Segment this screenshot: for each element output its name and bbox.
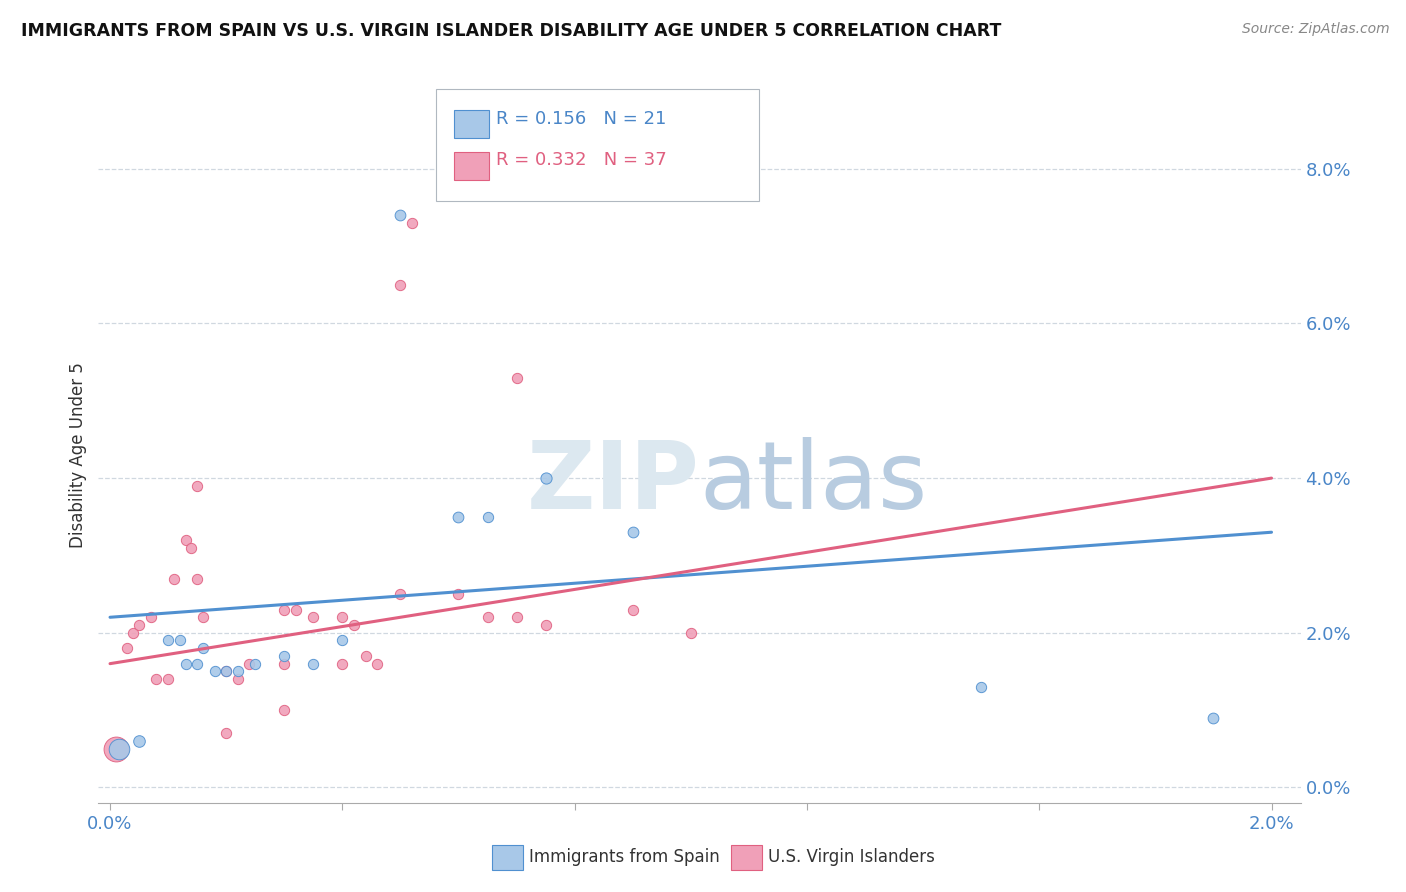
Point (354, 648, 377, 663)
Point (273, 648, 295, 663)
Text: R = 0.156   N = 21: R = 0.156 N = 21 (496, 110, 666, 128)
Point (621, 602, 644, 616)
Point (107, 741, 129, 756)
Text: Source: ZipAtlas.com: Source: ZipAtlas.com (1241, 22, 1389, 37)
Point (128, 734, 150, 748)
Point (215, 665, 238, 679)
Point (477, 509, 499, 524)
Point (477, 610, 499, 624)
Point (174, 657, 197, 671)
Point (343, 618, 366, 632)
Text: Immigrants from Spain: Immigrants from Spain (529, 848, 720, 866)
Point (204, 665, 226, 679)
Text: R = 0.332   N = 37: R = 0.332 N = 37 (496, 151, 666, 169)
Point (1202, 711, 1225, 725)
Point (505, 610, 527, 624)
Point (157, 633, 180, 648)
Text: U.S. Virgin Islanders: U.S. Virgin Islanders (768, 848, 935, 866)
Point (505, 370, 527, 384)
Point (389, 277, 412, 292)
Text: IMMIGRANTS FROM SPAIN VS U.S. VIRGIN ISLANDER DISABILITY AGE UNDER 5 CORRELATION: IMMIGRANTS FROM SPAIN VS U.S. VIRGIN ISL… (21, 22, 1001, 40)
Point (238, 657, 260, 671)
Point (284, 602, 307, 616)
Point (401, 216, 423, 230)
Point (679, 625, 702, 640)
Point (139, 610, 162, 624)
Point (447, 587, 470, 601)
Point (128, 618, 150, 632)
Point (215, 726, 238, 740)
Point (104, 741, 127, 756)
Text: atlas: atlas (700, 437, 928, 529)
Point (302, 610, 325, 624)
Point (366, 657, 388, 671)
Point (534, 618, 557, 632)
Point (245, 657, 267, 671)
Point (302, 657, 325, 671)
Point (389, 587, 412, 601)
Point (122, 625, 145, 640)
Point (226, 672, 249, 686)
Point (174, 533, 197, 547)
Point (273, 602, 295, 616)
Point (191, 610, 214, 624)
Point (186, 572, 208, 586)
Y-axis label: Disability Age Under 5: Disability Age Under 5 (69, 362, 87, 548)
Point (273, 703, 295, 717)
Point (447, 509, 470, 524)
Point (145, 672, 167, 686)
Point (273, 657, 295, 671)
Point (191, 641, 214, 656)
Point (186, 657, 208, 671)
Point (117, 641, 139, 656)
Point (186, 479, 208, 493)
Point (330, 610, 353, 624)
Point (621, 525, 644, 540)
Point (330, 633, 353, 648)
Point (215, 665, 238, 679)
Point (970, 680, 993, 694)
Point (389, 208, 412, 222)
Point (180, 541, 202, 555)
Point (157, 672, 180, 686)
Text: ZIP: ZIP (527, 437, 700, 529)
Point (163, 572, 186, 586)
Point (226, 665, 249, 679)
Point (169, 633, 191, 648)
Point (330, 657, 353, 671)
Point (534, 471, 557, 485)
